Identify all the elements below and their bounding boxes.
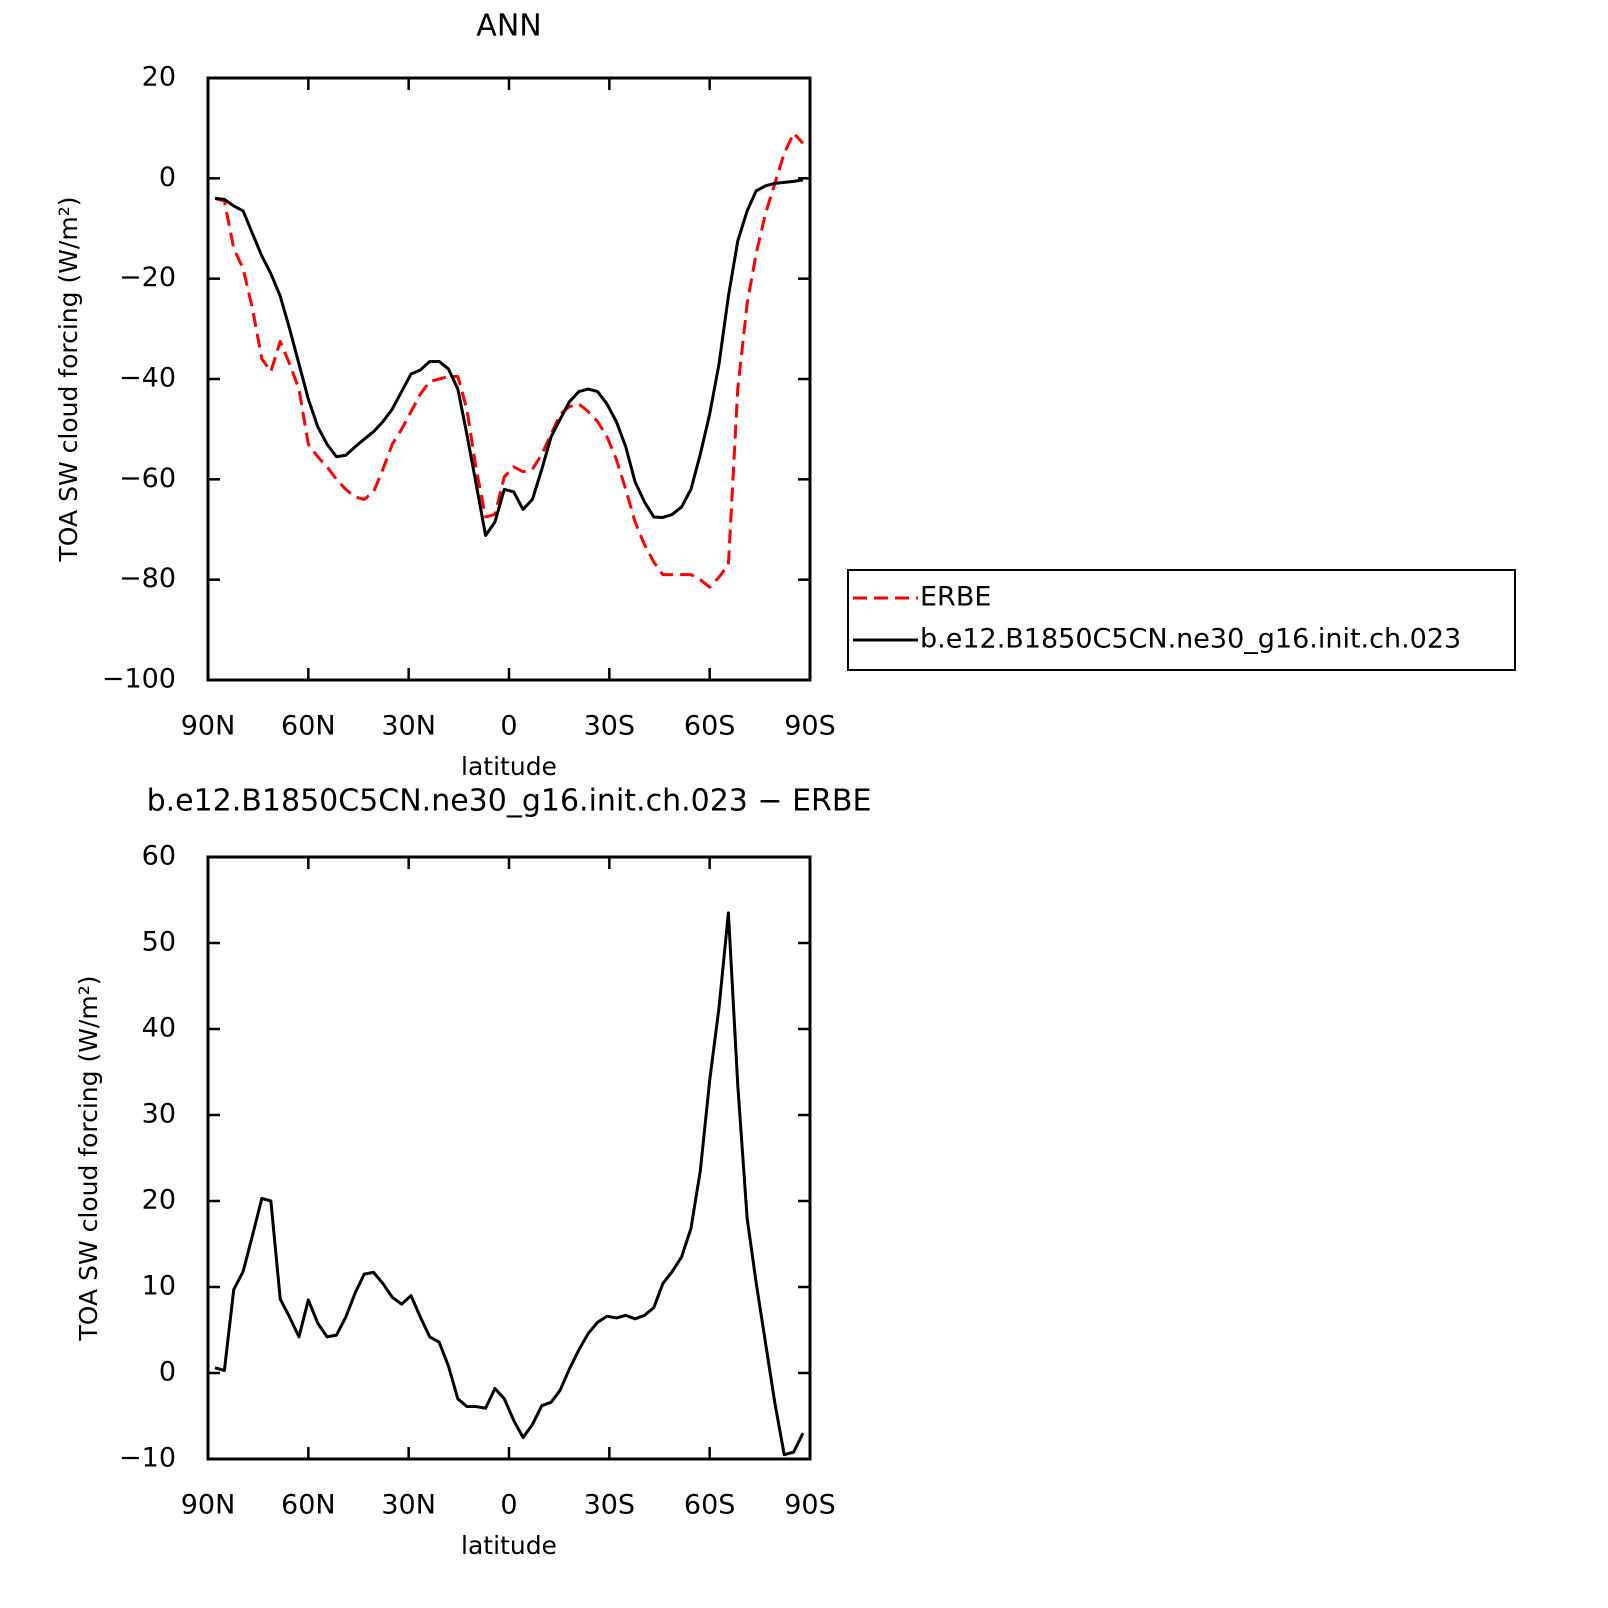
x-axis-label: latitude <box>461 1531 557 1560</box>
x-tick-label: 30S <box>584 711 636 742</box>
x-tick-label: 60S <box>684 711 736 742</box>
x-axis-label: latitude <box>461 752 557 781</box>
y-tick-label: −10 <box>119 1443 176 1474</box>
series-line <box>214 131 805 589</box>
legend-label: b.e12.B1850C5CN.ne30_g16.init.ch.023 <box>920 624 1461 655</box>
x-tick-label: 0 <box>500 711 517 742</box>
y-tick-label: 10 <box>142 1271 176 1302</box>
y-tick-label: −100 <box>102 664 176 695</box>
x-tick-label: 60S <box>684 1490 736 1521</box>
chart-title: ANN <box>476 9 541 44</box>
y-tick-label: 20 <box>142 1185 176 1216</box>
y-tick-label: −80 <box>119 563 176 594</box>
plot-frame <box>206 76 812 682</box>
x-tick-label: 30N <box>381 711 436 742</box>
y-tick-label: 50 <box>142 927 176 958</box>
y-tick-label: 60 <box>142 841 176 872</box>
chart-title: b.e12.B1850C5CN.ne30_g16.init.ch.023 − E… <box>147 784 872 819</box>
x-tick-label: 30N <box>381 1490 436 1521</box>
series-line <box>214 911 805 1457</box>
y-tick-label: 20 <box>142 62 176 93</box>
x-tick-label: 90N <box>181 1490 236 1521</box>
y-tick-label: 40 <box>142 1013 176 1044</box>
plot-frame <box>206 855 812 1461</box>
series-line <box>214 178 804 538</box>
x-tick-label: 0 <box>500 1490 517 1521</box>
y-axis-label: TOA SW cloud forcing (W/m²) <box>54 197 83 563</box>
y-tick-label: −20 <box>119 262 176 293</box>
legend-box <box>847 569 1516 671</box>
x-tick-label: 60N <box>281 1490 336 1521</box>
x-tick-label: 30S <box>584 1490 636 1521</box>
y-tick-label: −40 <box>119 363 176 394</box>
x-tick-label: 60N <box>281 711 336 742</box>
y-tick-label: 0 <box>159 162 176 193</box>
y-tick-label: 0 <box>159 1357 176 1388</box>
legend-label: ERBE <box>920 582 991 613</box>
y-axis-label: TOA SW cloud forcing (W/m²) <box>74 976 103 1342</box>
y-tick-label: −60 <box>119 463 176 494</box>
y-tick-label: 30 <box>142 1099 176 1130</box>
x-tick-label: 90N <box>181 711 236 742</box>
x-tick-label: 90S <box>784 711 836 742</box>
x-tick-label: 90S <box>784 1490 836 1521</box>
